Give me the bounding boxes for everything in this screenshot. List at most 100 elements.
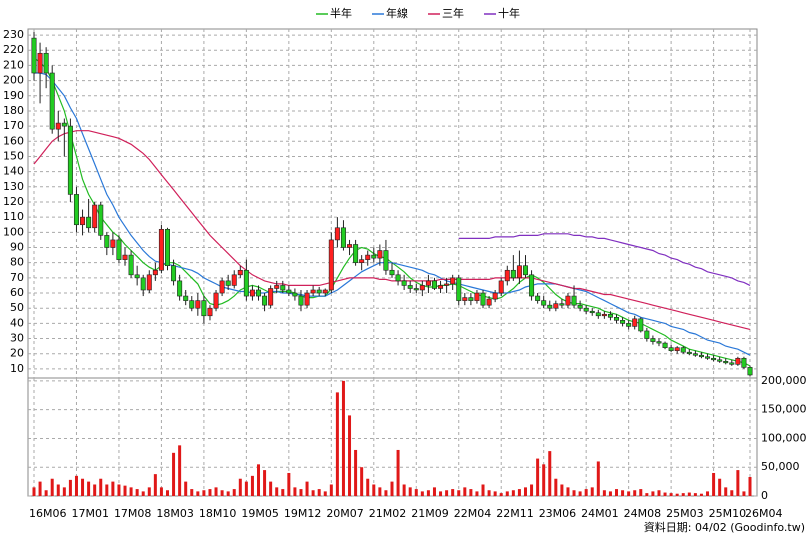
y-tick-label: 150: [3, 149, 24, 162]
candle-body: [723, 361, 729, 364]
volume-bar: [523, 487, 527, 496]
candle-body: [110, 239, 116, 248]
volume-bar: [681, 493, 685, 496]
x-tick-label: 19M05: [241, 507, 278, 520]
candle-body: [140, 277, 146, 291]
candle-body: [201, 300, 207, 317]
candle-body: [535, 295, 541, 301]
candle-body: [334, 227, 340, 241]
volume-bar: [712, 472, 716, 496]
candle-body: [595, 312, 601, 317]
candle-body: [674, 347, 680, 351]
volume-bar: [111, 481, 115, 496]
candle-body: [237, 269, 243, 276]
candle-body: [274, 285, 280, 289]
candle-body: [104, 235, 110, 248]
volume-tick-label: 0: [761, 489, 768, 502]
candle-body: [225, 280, 231, 286]
candle-body: [626, 323, 632, 327]
volume-bar: [493, 491, 497, 496]
volume-bar: [99, 478, 103, 496]
candle-body: [122, 254, 128, 260]
volume-bar: [736, 470, 740, 496]
volume-bar: [74, 475, 78, 496]
candle-body: [365, 254, 371, 260]
y-tick-label: 30: [10, 332, 24, 345]
volume-bar: [639, 489, 643, 496]
volume-bar: [250, 475, 254, 496]
volume-tick-label: 50,000: [761, 460, 800, 473]
volume-bar: [56, 484, 60, 496]
volume-bar: [62, 487, 66, 496]
candle-body: [55, 122, 61, 130]
candle-body: [286, 289, 292, 294]
candle-body: [61, 122, 67, 127]
volume-bar: [584, 489, 588, 496]
candle-body: [638, 318, 644, 332]
volume-bar: [190, 489, 194, 496]
candle-body: [571, 295, 577, 306]
volume-bar: [165, 490, 169, 496]
volume-bar: [281, 489, 285, 496]
volume-bar: [445, 490, 449, 496]
volume-bar: [269, 481, 273, 496]
volume-bar: [378, 487, 382, 496]
candle-body: [468, 297, 474, 301]
volume-bar: [196, 491, 200, 496]
volume-bar: [38, 481, 42, 496]
candle-body: [413, 288, 419, 291]
volume-bar: [663, 492, 667, 496]
volume-bar: [517, 489, 521, 496]
price-panel: [27, 28, 758, 379]
candle-body: [547, 304, 553, 309]
candle-body: [249, 289, 255, 297]
volume-bar: [451, 489, 455, 496]
candle-body: [747, 367, 753, 376]
candle-body: [353, 244, 359, 263]
volume-bar: [105, 484, 109, 496]
volume-bar: [675, 493, 679, 496]
legend-label: 年線: [386, 6, 408, 20]
volume-bar: [141, 491, 145, 496]
candle-body: [43, 52, 49, 74]
volume-bar: [299, 489, 303, 496]
candle-body: [705, 356, 711, 359]
candle-body: [522, 265, 528, 276]
candle-body: [268, 288, 274, 306]
candle-body: [541, 300, 547, 306]
volume-bar: [147, 487, 151, 496]
candle-body: [577, 304, 583, 309]
candle-body: [395, 274, 401, 282]
volume-bar: [469, 489, 473, 496]
y-tick-label: 10: [10, 362, 24, 375]
volume-bar: [117, 484, 121, 496]
candle-body: [116, 239, 122, 260]
candle-body: [340, 227, 346, 248]
volume-bar: [396, 449, 400, 496]
candle-body: [450, 277, 456, 285]
candle-body: [67, 125, 73, 195]
volume-bar: [439, 491, 443, 496]
volume-bar: [220, 490, 224, 496]
volume-bar: [548, 451, 552, 496]
candle-body: [231, 274, 237, 286]
volume-bar: [621, 490, 625, 496]
volume-bar: [530, 484, 534, 496]
candle-body: [717, 359, 723, 362]
candle-body: [401, 280, 407, 286]
volume-bar: [542, 464, 546, 496]
volume-bar: [408, 487, 412, 496]
volume-bar: [608, 491, 612, 496]
x-tick-label: 18M10: [199, 507, 237, 520]
volume-bar: [475, 491, 479, 496]
volume-bar: [68, 479, 72, 496]
y-tick-label: 190: [3, 89, 24, 102]
y-tick-label: 20: [10, 347, 24, 360]
volume-bar: [135, 489, 139, 496]
volume-bar: [687, 492, 691, 496]
candle-body: [632, 318, 638, 327]
candle-body: [407, 285, 413, 289]
footnote: 資料日期: 04/02 (Goodinfo.tw): [644, 520, 805, 534]
candle-body: [128, 254, 134, 276]
volume-bar: [651, 491, 655, 496]
